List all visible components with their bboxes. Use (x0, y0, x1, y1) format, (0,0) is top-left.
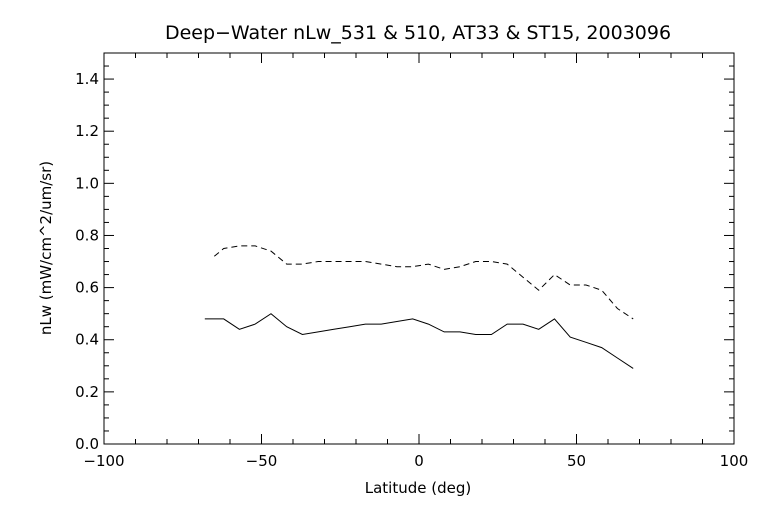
x-tick-label: 100 (720, 452, 749, 470)
y-tick-label: 0.6 (75, 279, 99, 297)
series-line-dashed (213, 245, 634, 320)
chart-title: Deep−Water nLw_531 & 510, AT33 & ST15, 2… (165, 22, 671, 44)
y-tick-label: 1.0 (75, 174, 99, 192)
x-axis-label: Latitude (deg) (365, 479, 471, 497)
y-tick-label: 1.2 (75, 122, 99, 140)
plot-frame (103, 52, 735, 445)
y-tick-label: 0.4 (75, 331, 99, 349)
y-tick-label: 0.8 (75, 226, 99, 244)
series-line-solid (204, 313, 634, 369)
x-tick-label: 0 (414, 452, 424, 470)
y-tick-label: 1.4 (75, 70, 99, 88)
series-lines (204, 245, 634, 369)
y-axis-label: nLw (mW/cm^2/um/sr) (37, 161, 55, 335)
x-tick-label: 50 (567, 452, 586, 470)
axis-ticks: −100 −50 0 50 100 0.0 0.2 0.4 0.6 0.8 1.0 1.2 1.4 (75, 52, 749, 470)
x-tick-label: −50 (246, 452, 278, 470)
x-tick-label: −100 (83, 452, 124, 470)
y-tick-label: 0.2 (75, 383, 99, 401)
y-tick-label: 0.0 (75, 435, 99, 453)
